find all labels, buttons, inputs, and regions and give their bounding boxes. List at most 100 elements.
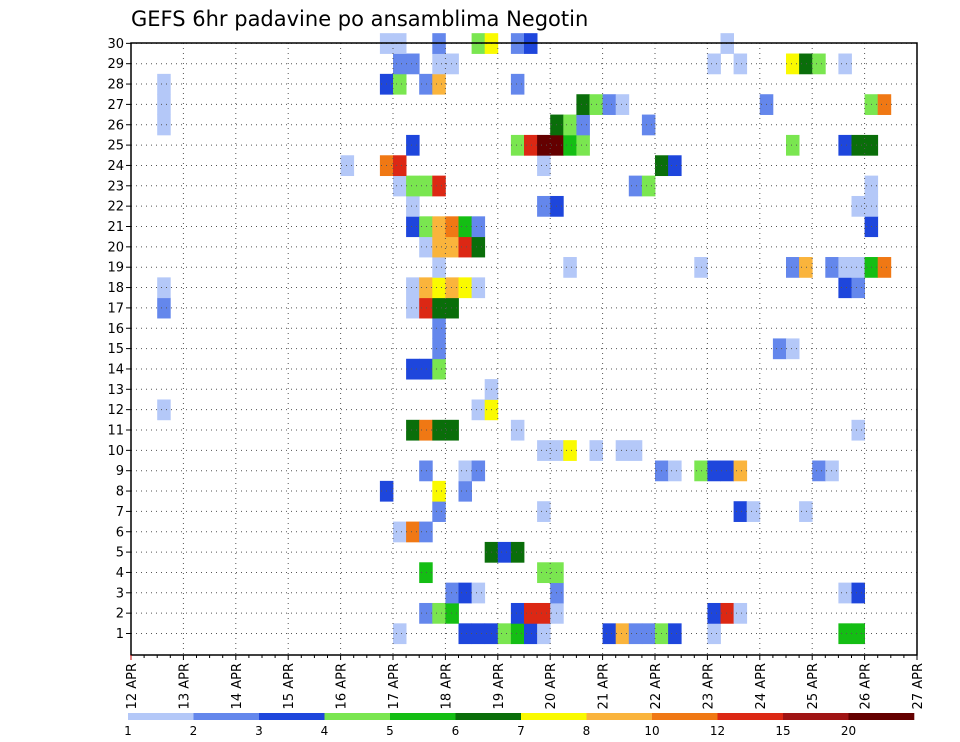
heatmap-cell — [668, 460, 682, 482]
y-tick-label: 4 — [116, 566, 124, 581]
heatmap-cell — [157, 297, 171, 319]
heatmap-cell — [668, 623, 682, 645]
heatmap-cell — [707, 460, 721, 482]
heatmap-cell — [707, 602, 721, 624]
heatmap-cell — [720, 460, 734, 482]
heatmap-cell — [510, 623, 525, 645]
heatmap-cell — [458, 623, 472, 645]
colorbar-segment — [455, 713, 522, 720]
heatmap-cell — [471, 399, 486, 421]
y-tick-label: 5 — [116, 546, 124, 561]
colorbar-segment — [848, 713, 915, 720]
heatmap-cell — [799, 257, 813, 278]
heatmap-cell — [157, 94, 171, 115]
heatmap-cell — [471, 582, 486, 604]
y-tick-label: 19 — [107, 261, 124, 276]
heatmap-cell — [838, 623, 852, 645]
heatmap-cell — [537, 195, 551, 217]
heatmap-cell — [838, 257, 852, 278]
colorbar-label: 8 — [583, 724, 591, 738]
heatmap-cell — [786, 134, 800, 156]
x-tick-label: 22 APR — [649, 663, 664, 709]
heatmap-cell — [458, 236, 472, 258]
heatmap-cell — [432, 175, 446, 197]
heatmap-cell — [157, 399, 171, 421]
heatmap-cell — [419, 460, 433, 482]
heatmap-cell — [445, 53, 459, 75]
colorbar-label: 7 — [517, 724, 525, 738]
heatmap-cell — [772, 338, 787, 360]
heatmap-cell — [419, 297, 433, 319]
y-axis: 1234567891011121314151617181920212223242… — [107, 37, 131, 642]
heatmap-cell — [157, 73, 171, 95]
heatmap-cell — [510, 73, 525, 95]
y-tick-label: 16 — [107, 322, 124, 337]
y-tick-label: 18 — [107, 281, 124, 296]
heatmap-cell — [432, 480, 446, 502]
y-tick-label: 7 — [116, 505, 124, 520]
heatmap-cell — [537, 440, 551, 461]
heatmap-cell — [838, 53, 852, 75]
y-tick-label: 29 — [107, 57, 124, 72]
heatmap-cell — [733, 53, 748, 75]
heatmap-cell — [537, 501, 551, 522]
heatmap-cell — [524, 623, 538, 645]
x-tick-label: 18 APR — [439, 663, 454, 709]
heatmap-cell — [432, 277, 446, 299]
heatmap-cell — [641, 175, 656, 197]
heatmap-cell — [157, 114, 171, 136]
heatmap-cell — [406, 419, 420, 441]
heatmap-cell — [825, 257, 839, 278]
heatmap-cell — [497, 623, 512, 645]
heatmap-cell — [406, 195, 420, 217]
heatmap-cell — [458, 582, 472, 604]
heatmap-cell — [445, 297, 459, 319]
heatmap-cell — [602, 94, 617, 115]
heatmap-cell — [851, 134, 865, 156]
heatmap-cell — [615, 623, 630, 645]
y-tick-label: 10 — [107, 444, 124, 459]
heatmap-cell — [445, 216, 459, 238]
colorbar-segment — [390, 713, 456, 720]
heatmap-cell — [458, 480, 472, 502]
heatmap-cell — [812, 53, 826, 75]
heatmap-cell — [707, 623, 721, 645]
colorbar-label: 3 — [255, 724, 263, 738]
colorbar-segment — [259, 713, 325, 720]
x-tick-label: 19 APR — [492, 663, 507, 709]
y-tick-label: 22 — [107, 200, 124, 215]
colorbar-segment — [717, 713, 784, 720]
heatmap-cell — [458, 216, 472, 238]
heatmap-cell — [851, 582, 865, 604]
heatmap-cell — [851, 419, 865, 441]
x-tick-label: 13 APR — [177, 663, 192, 709]
heatmap-cell — [393, 175, 407, 197]
heatmap-cell — [419, 521, 433, 543]
heatmap-cell — [733, 501, 748, 522]
heatmap-cell — [432, 73, 446, 95]
y-tick-label: 1 — [116, 627, 124, 642]
colorbar-label: 20 — [841, 724, 856, 738]
heatmap-cell — [406, 358, 420, 380]
colorbar-label: 2 — [190, 724, 198, 738]
heatmap-cell — [537, 562, 551, 584]
x-tick-label: 16 APR — [335, 663, 350, 709]
colorbar-legend: 1 2 3 4 5 6 7 8 10 12 15 20 — [124, 713, 915, 738]
colorbar-segment — [128, 713, 194, 720]
heatmap-cell — [419, 216, 433, 238]
colorbar-label: 1 — [124, 724, 132, 738]
heatmap-cell — [877, 94, 892, 115]
chart-title: GEFS 6hr padavine po ansamblima Negotin — [131, 7, 588, 31]
y-tick-label: 28 — [107, 78, 124, 93]
heatmap-cell — [393, 155, 407, 177]
heatmap-cell — [432, 257, 446, 278]
y-tick-label: 6 — [116, 525, 124, 540]
x-tick-label: 25 APR — [806, 663, 821, 709]
heatmap-cell — [510, 602, 525, 624]
heatmap-cell — [471, 277, 486, 299]
heatmap-cell — [406, 277, 420, 299]
colorbar-segment — [586, 713, 653, 720]
y-tick-label: 26 — [107, 118, 124, 133]
colorbar-segment — [324, 713, 391, 720]
heatmap-cell — [746, 501, 761, 522]
